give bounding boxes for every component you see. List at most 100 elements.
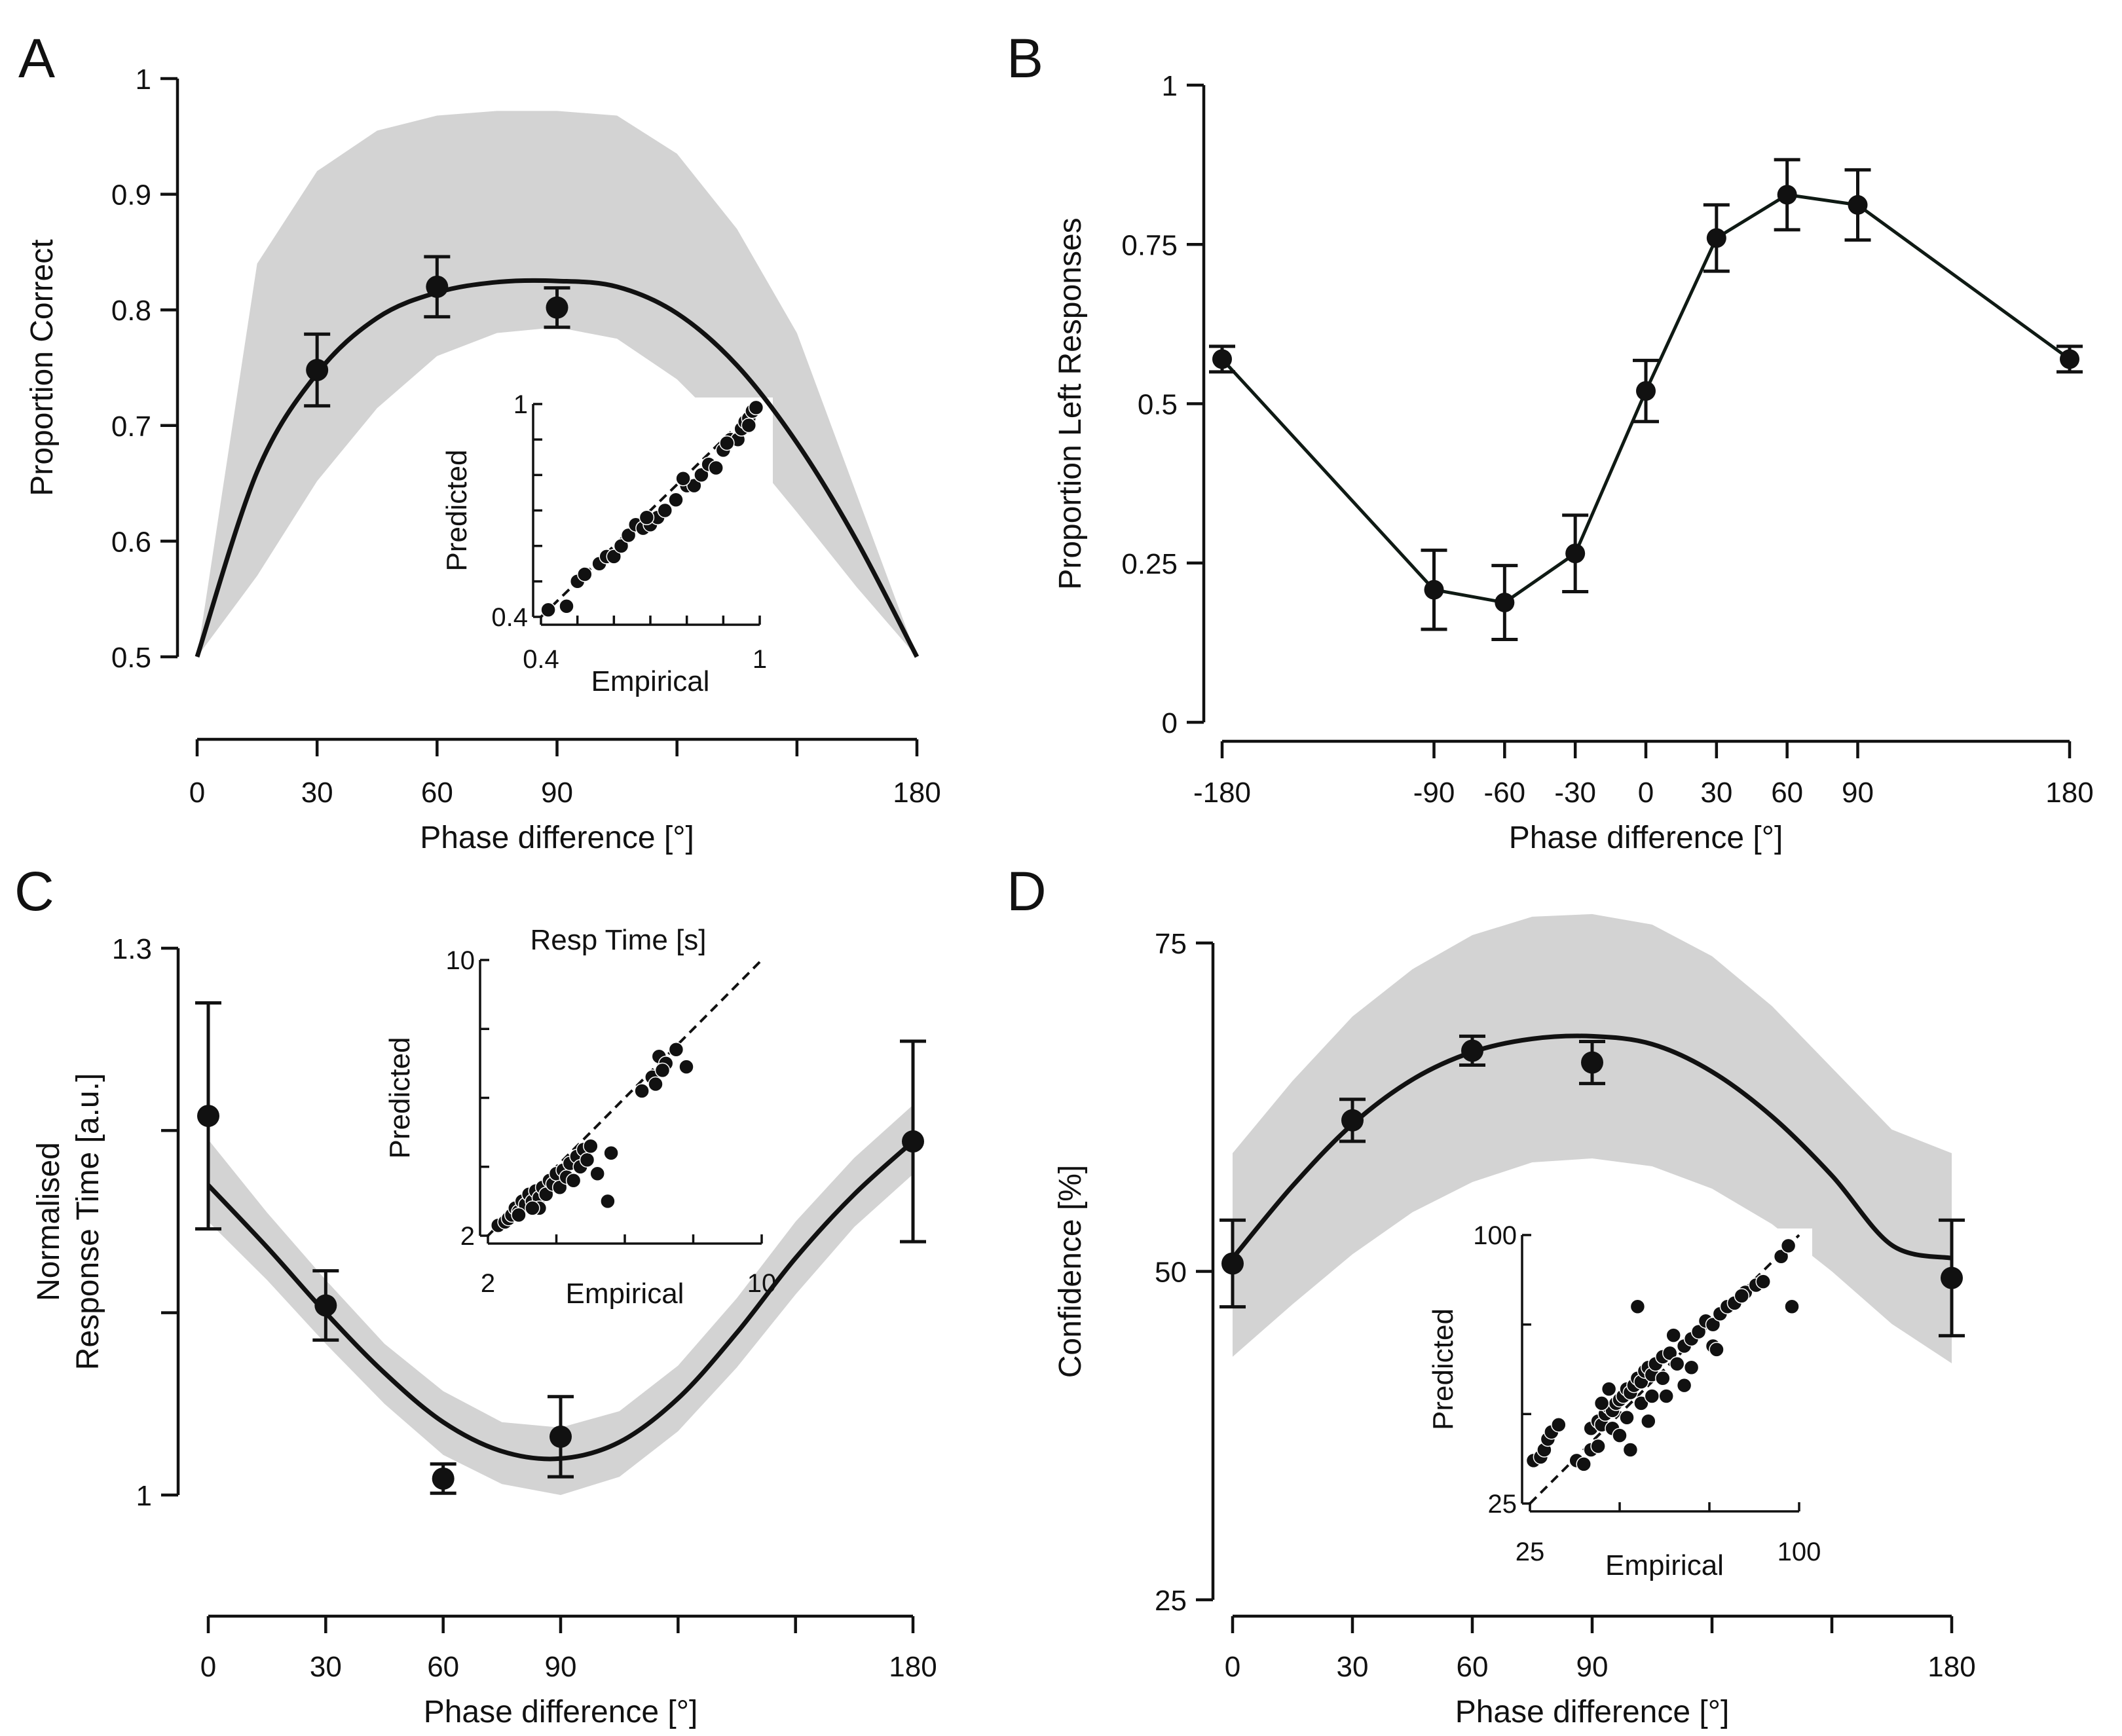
panel-d-data-point bbox=[1579, 1039, 1605, 1086]
panel-a-inset-y-label: Predicted bbox=[441, 450, 473, 572]
panel-c-y-tick-label: 1.3 bbox=[112, 933, 152, 965]
panel-b-y-tick-label: 0 bbox=[1162, 707, 1178, 739]
panel-d-x-tick-label: 0 bbox=[1225, 1651, 1240, 1683]
panel-b-y-tick-label: 1 bbox=[1162, 70, 1178, 102]
panel-d-y-tick-label: 75 bbox=[1155, 928, 1187, 960]
panel-c-marker bbox=[902, 1130, 924, 1153]
panel-b-x-tick-label: -180 bbox=[1193, 777, 1251, 809]
panel-c-y-label: Normalised Response Time [a.u.] bbox=[31, 1073, 105, 1371]
panel-c-inset-point bbox=[583, 1138, 599, 1154]
panel-c-x-tick-label: 60 bbox=[427, 1651, 459, 1683]
panel-d-data-point bbox=[1939, 1218, 1965, 1338]
panel-b-data-point bbox=[1774, 158, 1800, 232]
panel-d-data-point bbox=[1219, 1218, 1246, 1309]
panel-b-x-tick-label: -60 bbox=[1484, 777, 1526, 809]
panel-c-x-tick-label: 90 bbox=[545, 1651, 577, 1683]
panel-b-y-tick-label: 0.75 bbox=[1121, 229, 1178, 261]
panel-c-y-label-line-1: Normalised bbox=[31, 1142, 66, 1301]
panel-c-inset-x-min-label: 2 bbox=[481, 1269, 495, 1298]
panel-a-inset-x-max-label: 1 bbox=[753, 645, 767, 674]
panel-b-x-tick-label: 90 bbox=[1842, 777, 1874, 809]
panel-b-y-tick-label: 0.25 bbox=[1121, 548, 1178, 580]
panel-d-confidence-band bbox=[1233, 914, 1952, 1363]
panel-c-data-point bbox=[548, 1395, 574, 1479]
panel-c-x-tick-label: 0 bbox=[200, 1651, 216, 1683]
panel-a-inset-y-min-label: 0.4 bbox=[491, 603, 528, 632]
panel-d-inset-point bbox=[1619, 1410, 1635, 1426]
panel-d-marker bbox=[1581, 1051, 1603, 1074]
panel-d-inset-point bbox=[1755, 1274, 1771, 1289]
panel-b-data-point bbox=[2057, 344, 2083, 374]
panel-a-confidence-band bbox=[197, 111, 917, 657]
panel-a-y-tick-label: 0.8 bbox=[111, 295, 151, 327]
panel-c-data-point bbox=[312, 1269, 339, 1342]
panel-d-inset-x-max-label: 100 bbox=[1778, 1538, 1821, 1566]
panel-a-data-point bbox=[544, 286, 570, 329]
panel-c-inset-y-max-label: 10 bbox=[446, 946, 475, 975]
panel-c-marker bbox=[432, 1467, 455, 1490]
panel-b-x-tick-label: -30 bbox=[1554, 777, 1596, 809]
panel-d-letter: D bbox=[1007, 860, 1047, 922]
panel-d-inset-point bbox=[1658, 1388, 1674, 1404]
panel-a-marker bbox=[426, 275, 449, 298]
panel-c-inset-point bbox=[648, 1076, 663, 1092]
panel-b-marker bbox=[1706, 228, 1726, 248]
panel-c-inset-y-min-label: 2 bbox=[460, 1222, 475, 1251]
panel-d-inset-point bbox=[1576, 1456, 1592, 1472]
panel-d-data-point bbox=[1339, 1098, 1366, 1143]
panel-b-data-point bbox=[1562, 513, 1589, 594]
panel-d-inset-point bbox=[1622, 1442, 1639, 1458]
panel-a-marker bbox=[306, 359, 329, 382]
panel-d-inset-point bbox=[1633, 1395, 1649, 1411]
panel-b-marker bbox=[2060, 349, 2079, 369]
panel-b-y-label: Proportion Left Responses bbox=[1053, 217, 1088, 589]
panel-a-inset-x-min-label: 0.4 bbox=[523, 645, 559, 674]
panel-d-y-label: Confidence [%] bbox=[1053, 1165, 1088, 1378]
panel-a-inset-point bbox=[559, 599, 574, 614]
panel-d-x-tick-label: 90 bbox=[1576, 1651, 1609, 1683]
panel-b-marker bbox=[1424, 580, 1444, 600]
panel-d-inset-point bbox=[1683, 1359, 1700, 1376]
panel-a-model-fit-curve bbox=[195, 278, 920, 658]
panel-a-data-point bbox=[424, 255, 451, 319]
panel-b-y-tick-label: 0.5 bbox=[1138, 389, 1178, 421]
panel-d-inset-point bbox=[1551, 1416, 1567, 1433]
panel-d-inset-point bbox=[1629, 1299, 1646, 1315]
panel-d-inset-point bbox=[1590, 1438, 1606, 1454]
panel-c-confidence-band bbox=[208, 1105, 913, 1495]
panel-c-inset-point bbox=[679, 1059, 694, 1075]
panel-a-inset-point bbox=[657, 502, 673, 519]
panel-c-inset-y-label: Predicted bbox=[384, 1037, 416, 1159]
panel-c-inset-point bbox=[589, 1166, 605, 1182]
panel-d-inset-point bbox=[1784, 1299, 1800, 1315]
panel-d-inset-point bbox=[1655, 1370, 1671, 1386]
panel-c-inset-point bbox=[634, 1083, 650, 1099]
panel-b-x-label: Phase difference [°] bbox=[1509, 821, 1783, 855]
panel-d-marker bbox=[1941, 1266, 1963, 1289]
panel-b-x-tick-label: 180 bbox=[2045, 777, 2093, 809]
panel-a-inset-point bbox=[719, 435, 735, 451]
panel-a-marker bbox=[546, 296, 568, 319]
panel-a-inset-point bbox=[577, 566, 593, 582]
panel-c-letter: C bbox=[14, 860, 54, 922]
panel-c-x-label: Phase difference [°] bbox=[424, 1695, 698, 1729]
panel-a-y-tick-label: 1 bbox=[136, 64, 151, 96]
panel-b-data-point bbox=[1844, 168, 1871, 242]
panel-d-inset-point bbox=[1773, 1249, 1789, 1265]
panel-c-inset: 2 10 2 10 Empirical Predicted Resp Time [s] bbox=[384, 924, 776, 1310]
panel-a-inset-point bbox=[540, 602, 556, 618]
panel-d-y-tick-label: 25 bbox=[1155, 1585, 1187, 1617]
panel-d-inset-point bbox=[1734, 1288, 1750, 1304]
panel-d-inset-point bbox=[1601, 1381, 1617, 1397]
panel-c-inset-point bbox=[600, 1193, 616, 1210]
panel-c-marker bbox=[197, 1105, 219, 1128]
panel-b-letter: B bbox=[1007, 28, 1043, 89]
panel-b-data-point bbox=[1491, 564, 1518, 642]
panel-d-marker bbox=[1221, 1252, 1244, 1275]
panel-c-marker bbox=[549, 1425, 572, 1448]
panel-a-y-tick-label: 0.9 bbox=[111, 179, 151, 212]
panel-d-inset-point bbox=[1705, 1316, 1721, 1333]
panel-b: B 0 0.25 0.5 0.75 1 -180 -90 -60 -30 0 30 60 90 180 Pha… bbox=[1007, 28, 2094, 855]
panel-c-inset-point bbox=[579, 1152, 595, 1168]
